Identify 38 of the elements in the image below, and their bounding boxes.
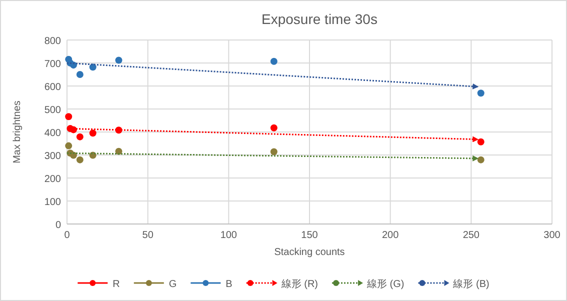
x-tick-label: 150 [301, 230, 318, 241]
legend-label: 線形 (B) [452, 279, 490, 290]
x-tick-label: 300 [544, 230, 561, 241]
y-tick-label: 400 [44, 128, 62, 139]
point [65, 142, 72, 150]
y-tick-label: 200 [44, 174, 62, 185]
point [270, 124, 278, 132]
x-tick-label: 50 [142, 230, 154, 241]
legend-label: 線形 (R) [280, 279, 318, 290]
point [477, 90, 484, 97]
legend-label: 線形 (G) [366, 279, 404, 290]
chart-title: Exposure time 30s [262, 11, 378, 27]
legend-label: R [112, 279, 120, 290]
y-tick-label: 500 [44, 105, 62, 116]
point [477, 138, 484, 146]
legend-label: B [226, 279, 233, 290]
legend-label: G [168, 279, 177, 290]
x-tick-label: 200 [382, 230, 400, 241]
point [76, 156, 84, 164]
y-axis-title: Max brightnes [12, 100, 23, 164]
point [115, 56, 122, 64]
point [76, 133, 84, 140]
y-tick-label: 100 [44, 197, 62, 208]
y-tick-label: 0 [55, 220, 62, 231]
x-axis-title: Stacking counts [274, 247, 345, 258]
point [65, 113, 72, 120]
point [270, 148, 278, 156]
y-tick-label: 300 [44, 151, 62, 162]
x-tick-label: 0 [64, 230, 70, 241]
y-tick-label: 700 [44, 59, 62, 70]
point [89, 130, 96, 137]
point [76, 71, 84, 78]
y-tick-label: 600 [44, 82, 62, 93]
x-tick-label: 100 [220, 230, 238, 241]
point [477, 156, 484, 164]
point [270, 58, 278, 65]
x-tick-label: 250 [462, 230, 480, 241]
y-tick-label: 800 [44, 36, 62, 47]
